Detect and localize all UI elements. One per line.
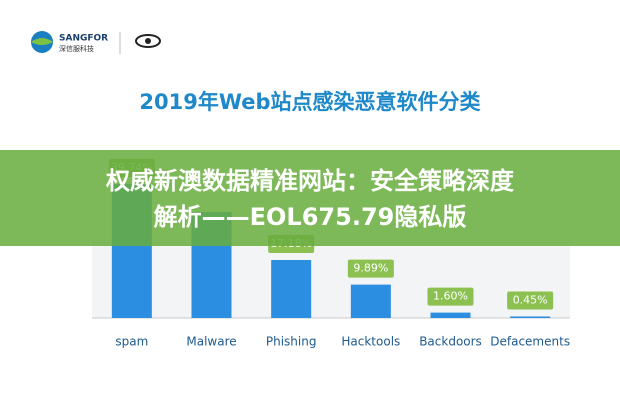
value-label: 9.89% (353, 262, 388, 275)
banner-text: 解析——EOL675.79隐私版 (154, 203, 467, 231)
x-tick-label: Phishing (266, 335, 317, 349)
bar (350, 284, 391, 318)
logo-icon (31, 38, 53, 45)
bar (510, 316, 551, 318)
x-tick-label: spam (115, 335, 148, 349)
plot-background (92, 240, 570, 318)
value-label-box (427, 287, 474, 306)
eye-icon (135, 34, 161, 48)
x-tick-label: Malware (186, 335, 236, 349)
banner-text: 权威新澳数据精准网站：安全策略深度 (105, 167, 515, 195)
logo-name: SANGFOR (59, 34, 108, 44)
chart-title: 2019年Web站点感染恶意软件分类 (139, 90, 481, 114)
bar (271, 260, 312, 318)
value-label: 1.60% (433, 290, 468, 303)
bar (430, 312, 471, 318)
value-label-box (347, 259, 394, 278)
x-tick-label: Backdoors (419, 335, 482, 349)
banner (0, 150, 620, 246)
x-tick-label: Hacktools (341, 335, 400, 349)
x-tick-label: Defacements (490, 335, 570, 349)
logo-subtitle: 深信服科技 (59, 44, 94, 53)
value-label: 0.45% (513, 293, 548, 306)
logo: SANGFOR 深信服科技 (31, 31, 161, 54)
value-label-box (507, 291, 554, 310)
eye-icon (145, 38, 151, 44)
